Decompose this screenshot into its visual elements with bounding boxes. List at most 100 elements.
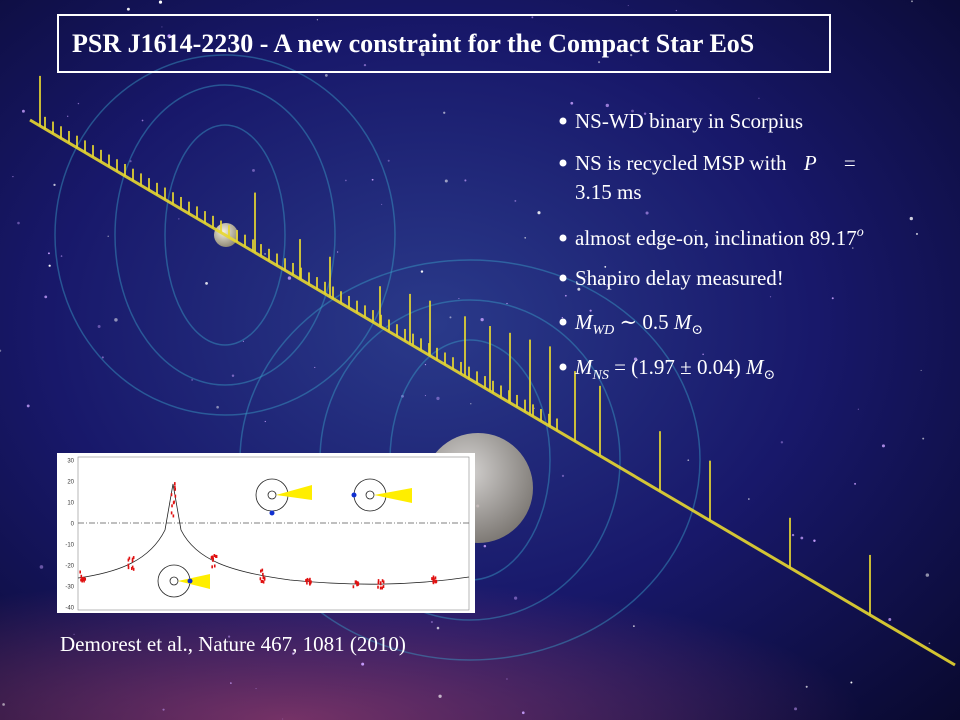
inset-frame: [77, 456, 470, 611]
star: [633, 625, 635, 627]
star: [345, 179, 347, 182]
beam-icons: [178, 485, 412, 589]
star: [915, 232, 919, 236]
math-sub: ⊙: [763, 368, 775, 383]
star: [748, 498, 750, 500]
residual-point: [84, 577, 87, 581]
star: [780, 441, 784, 444]
residual-point: [305, 578, 308, 582]
star: [631, 109, 634, 113]
residual-point: [82, 578, 85, 582]
residual-point: [377, 585, 379, 589]
star: [909, 216, 913, 221]
star: [570, 101, 574, 105]
residual-points: [79, 482, 438, 590]
math-text: ∼ 0.5: [614, 310, 674, 334]
math-sub: ⊙: [691, 323, 703, 338]
star: [805, 685, 808, 688]
star: [420, 270, 424, 273]
star: [458, 298, 460, 300]
star: [537, 211, 541, 215]
residual-point: [435, 580, 437, 584]
citation: Demorest et al., Nature 467, 1081 (2010): [60, 632, 406, 656]
star: [12, 175, 14, 178]
star: [314, 366, 316, 369]
residual-point: [431, 577, 433, 581]
star: [473, 36, 476, 39]
math-value: 89.17: [809, 226, 856, 250]
star: [107, 235, 109, 237]
inset-y-axis: 30 20 10 0 -10 -20 -30 -40: [65, 459, 74, 612]
star: [888, 618, 892, 621]
math-var: M: [574, 310, 594, 334]
residual-point: [381, 579, 384, 583]
star: [831, 297, 834, 300]
star: [371, 178, 374, 181]
star: [97, 325, 101, 328]
residual-point: [377, 579, 380, 583]
bullet: NS-WD binary in Scorpius: [575, 109, 803, 133]
star: [675, 9, 678, 12]
star: [524, 237, 526, 239]
bullet: MNS = (1.97 ± 0.04) M⊙: [574, 355, 775, 383]
star: [436, 626, 440, 630]
star: [443, 111, 446, 114]
star: [44, 295, 48, 299]
star: [627, 5, 629, 7]
inset-y-tick-label: -20: [65, 564, 74, 570]
residual-point: [262, 575, 265, 579]
bullet: Shapiro delay measured!: [575, 266, 784, 290]
star: [337, 251, 339, 253]
residual-point: [174, 487, 176, 491]
inset-y-tick-label: 20: [67, 480, 74, 486]
star: [857, 408, 859, 410]
star: [687, 459, 690, 462]
residual-point: [127, 558, 130, 562]
residual-point: [260, 569, 262, 573]
star: [514, 596, 518, 600]
bullet-text: NS is recycled MSP with: [575, 151, 792, 175]
bullet-text: 3.15 ms: [575, 180, 642, 204]
residual-point: [260, 580, 263, 584]
residual-point: [434, 576, 437, 580]
residual-point: [80, 578, 82, 582]
star: [363, 63, 367, 67]
star: [316, 19, 318, 21]
bullet: NS is recycled MSP with P =: [575, 151, 856, 175]
star: [758, 97, 760, 100]
inset-y-tick-label: 0: [71, 522, 75, 528]
bullet-text: NS-WD binary in Scorpius: [575, 109, 803, 133]
star: [216, 405, 219, 409]
residual-point: [356, 582, 359, 586]
star: [424, 395, 426, 397]
math-text: = (1.97 ± 0.04): [609, 355, 746, 379]
star: [598, 61, 601, 64]
star: [2, 703, 5, 706]
star: [928, 642, 931, 645]
title-box: [57, 14, 831, 73]
residual-point: [132, 556, 135, 560]
star: [851, 247, 854, 249]
residual-point: [379, 586, 382, 590]
inset-y-tick-label: 10: [67, 501, 74, 507]
star: [17, 221, 20, 225]
residual-point: [174, 494, 177, 498]
star: [291, 652, 295, 655]
residual-point: [352, 585, 355, 589]
residual-point: [212, 557, 214, 561]
star: [605, 103, 609, 108]
residual-point: [377, 581, 380, 585]
star: [26, 404, 30, 408]
star: [911, 0, 913, 3]
star: [561, 316, 563, 319]
residual-point: [355, 581, 358, 585]
residual-point: [432, 580, 435, 584]
residual-point: [262, 580, 265, 584]
star: [191, 379, 194, 381]
star: [920, 369, 922, 371]
math-var: P: [803, 151, 817, 175]
residual-point: [131, 565, 134, 569]
star: [158, 0, 163, 4]
star: [401, 394, 404, 398]
star: [483, 544, 487, 548]
